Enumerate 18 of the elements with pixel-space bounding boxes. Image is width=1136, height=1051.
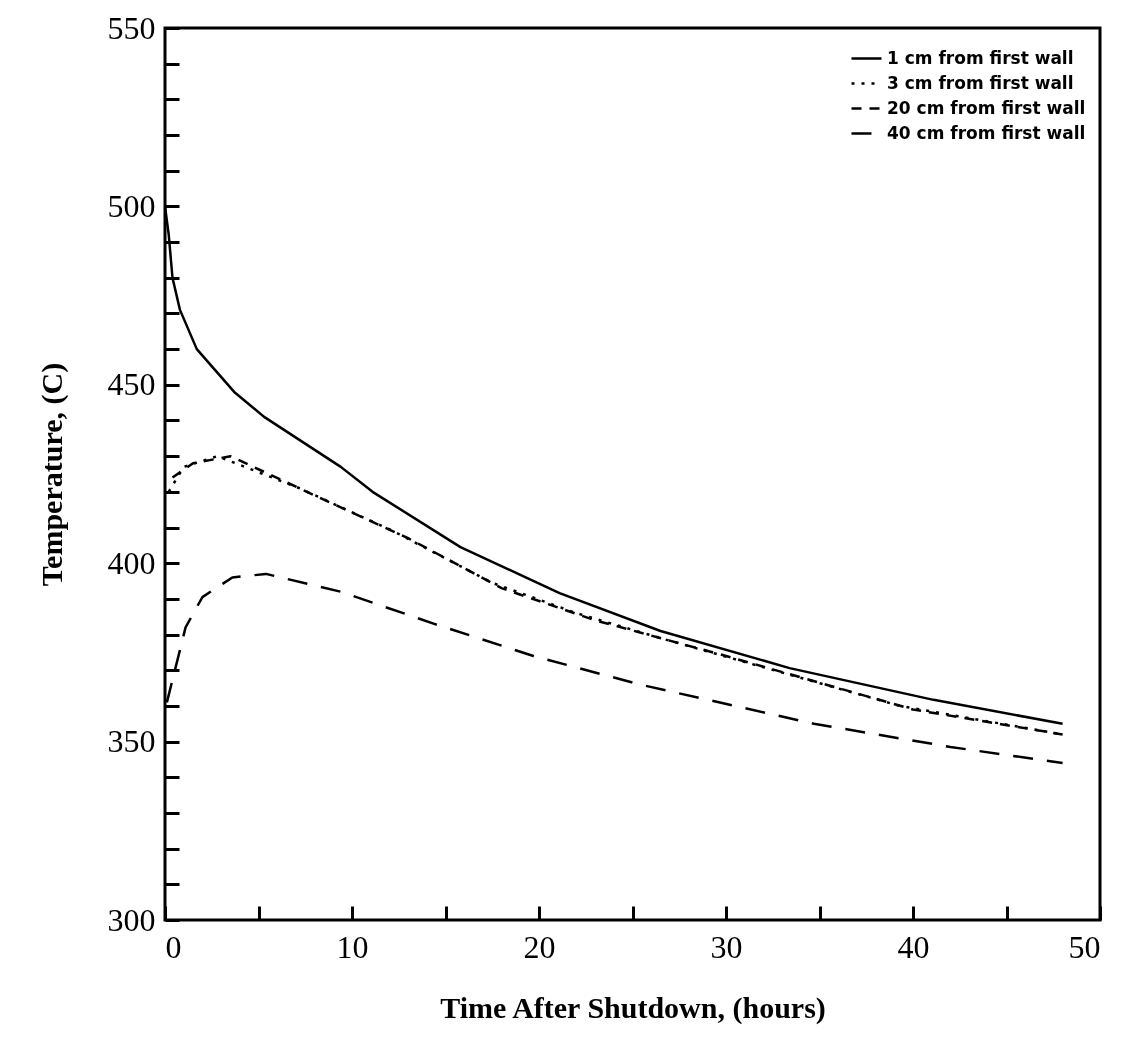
- x-tick-label: 20: [523, 928, 556, 965]
- x-tick-label: 10: [336, 928, 369, 965]
- x-tick-label: 50: [1068, 928, 1101, 965]
- x-axis-title: Time After Shutdown, (hours): [440, 990, 826, 1025]
- y-tick-label: 500: [107, 187, 156, 224]
- y-tick-label: 550: [107, 9, 156, 46]
- legend-label: 3 cm from first wall: [887, 72, 1074, 93]
- y-tick-label: 350: [107, 723, 156, 760]
- y-tick-label: 450: [107, 366, 156, 403]
- y-tick-label: 400: [107, 544, 156, 581]
- legend-label: 40 cm from first wall: [887, 122, 1086, 143]
- x-tick-label: 30: [710, 928, 743, 965]
- legend-label: 20 cm from first wall: [887, 97, 1086, 118]
- x-tick-label: 0: [165, 928, 182, 965]
- legend-label: 1 cm from first wall: [887, 47, 1074, 68]
- y-tick-label: 300: [107, 901, 156, 938]
- x-tick-label: 40: [897, 928, 930, 965]
- y-axis-title: Temperature, (C): [34, 362, 69, 587]
